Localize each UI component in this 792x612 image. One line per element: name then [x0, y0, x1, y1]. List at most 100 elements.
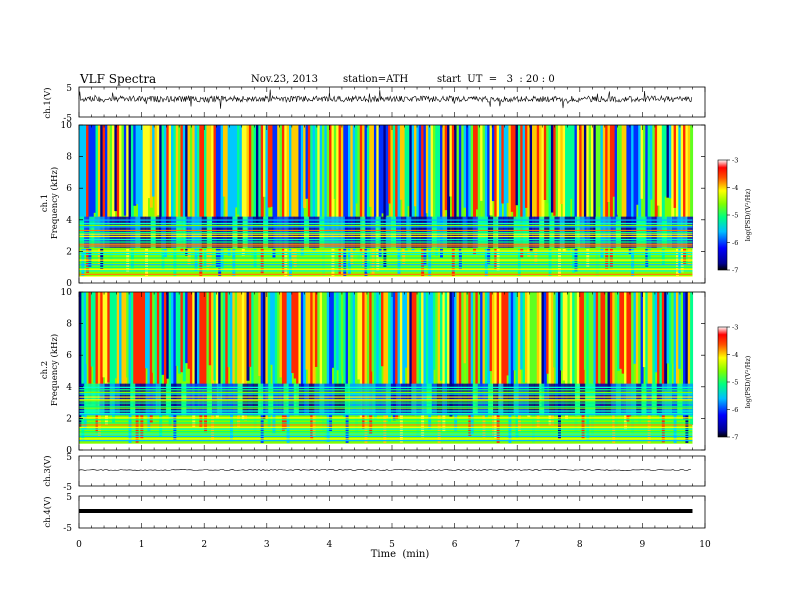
spectrogram-streak: [237, 292, 241, 429]
spectrogram-streak: [503, 292, 507, 396]
spectrogram-streak: [675, 292, 679, 401]
spectrogram-streak: [572, 125, 576, 273]
spectrogram-streak: [152, 125, 156, 197]
spectrogram-streak: [480, 292, 484, 400]
spectrogram-streak: [442, 292, 446, 432]
spectrogram-streak: [324, 125, 328, 232]
freq-tick-label: 4: [66, 216, 72, 226]
time-tick-label: 5: [389, 540, 395, 550]
spectrogram-streak: [515, 125, 519, 206]
spectrogram-streak: [227, 292, 231, 368]
spectrogram-streak: [668, 125, 672, 199]
spectrogram-streak: [270, 125, 274, 207]
spectrogram-streak: [494, 125, 498, 270]
spectrogram-streak: [314, 125, 318, 227]
spectrogram-streak: [369, 292, 373, 434]
spectrogram-streak: [156, 292, 160, 415]
spectrogram-streak: [652, 292, 656, 404]
spectrogram-streak: [185, 292, 189, 364]
spectrogram-streak: [272, 125, 276, 258]
freq-tick-label: 4: [66, 383, 72, 393]
spectrogram-streak: [659, 125, 663, 237]
spectrogram-streak: [475, 292, 479, 411]
spectrogram-streak: [399, 292, 403, 443]
spectrogram-streak: [298, 125, 302, 242]
spectrogram-streak: [246, 125, 250, 225]
spectrogram-streak: [329, 125, 333, 232]
spectrogram-streak: [279, 125, 283, 224]
spectrogram-streak: [336, 125, 340, 229]
spectrogram-streak: [298, 292, 302, 393]
spectrogram-streak: [355, 125, 359, 204]
spectrogram-streak: [154, 292, 158, 415]
spectrogram-streak: [624, 292, 628, 430]
spectrogram-streak: [392, 125, 396, 240]
spectrogram-streak: [79, 292, 82, 427]
spectrogram-streak: [126, 125, 130, 273]
spectrogram-streak: [409, 125, 413, 235]
figure-title: VLF Spectra: [79, 72, 156, 86]
spectrogram-streak: [668, 292, 672, 384]
freq-tick-label: 10: [61, 121, 73, 131]
time-tick-label: 9: [640, 540, 646, 550]
time-tick-label: 4: [327, 540, 333, 550]
spectrogram-streak: [126, 292, 130, 378]
spectrogram-streak: [654, 292, 658, 373]
ch1-colorbar: -3 -4 -5 -6 -7 log(PSD/(V²/Hz): [717, 157, 752, 275]
spectrogram-streak: [291, 292, 295, 374]
spectrogram-streak: [550, 125, 554, 213]
spectrogram-streak: [383, 292, 387, 448]
spectrogram-streak: [607, 125, 611, 203]
time-tick-label: 0: [76, 540, 82, 550]
spectrogram-streak: [109, 125, 113, 272]
freq-tick-label: 8: [66, 153, 72, 163]
spectrogram-streak: [642, 292, 646, 368]
spectrogram-streak: [687, 125, 691, 266]
spectrogram-streak: [241, 292, 245, 420]
spectrogram-streak: [687, 292, 691, 400]
spectrogram-streak: [104, 125, 108, 228]
spectrogram-streak: [421, 125, 425, 283]
spectrogram-streak: [222, 125, 226, 197]
spectrogram-streak: [381, 292, 384, 367]
spectrogram-streak: [220, 125, 224, 271]
spectrogram-streak: [277, 292, 281, 388]
spectrogram-streak: [154, 125, 158, 221]
spectrogram-streak: [97, 125, 101, 265]
spectrogram-streak: [685, 125, 689, 235]
spectrogram-streak: [232, 125, 236, 276]
spectrogram-streak: [397, 292, 401, 402]
spectrogram-streak: [652, 125, 656, 210]
colorbar-tick-label: -5: [732, 379, 738, 387]
spectrogram-streak: [199, 292, 203, 428]
spectrogram-streak: [239, 125, 243, 235]
spectrogram-streak: [206, 292, 210, 387]
spectrogram-streak: [574, 125, 578, 272]
spectrogram-streak: [484, 125, 488, 282]
spectrogram-streak: [383, 125, 387, 268]
spectrogram-streak: [675, 125, 679, 281]
spectrogram-streak: [609, 292, 613, 409]
spectrogram-streak: [468, 292, 472, 437]
spectrogram-streak: [272, 292, 276, 434]
spectrogram-streak: [331, 292, 335, 368]
spectrogram-streak: [263, 292, 267, 420]
spectrogram-streak: [90, 292, 94, 367]
spectrogram-streak: [152, 292, 156, 373]
spectrogram-streak: [300, 125, 304, 256]
spectrogram-streak: [376, 125, 380, 271]
spectrogram-streak: [437, 292, 441, 446]
spectrogram-streak: [180, 292, 184, 373]
spectrogram-streak: [357, 292, 361, 380]
spectrogram-streak: [451, 292, 455, 402]
spectrogram-streak: [338, 292, 342, 388]
spectrogram-streak: [133, 125, 137, 206]
spectrogram-streak: [369, 125, 373, 207]
spectrogram-streak: [532, 125, 535, 238]
spectrogram-streak: [114, 292, 118, 379]
spectrogram-streak: [447, 125, 451, 240]
spectrogram-streak: [232, 292, 236, 412]
spectrogram-streak: [411, 125, 415, 251]
spectrogram-streak: [605, 292, 609, 409]
spectrogram-streak: [255, 125, 259, 224]
